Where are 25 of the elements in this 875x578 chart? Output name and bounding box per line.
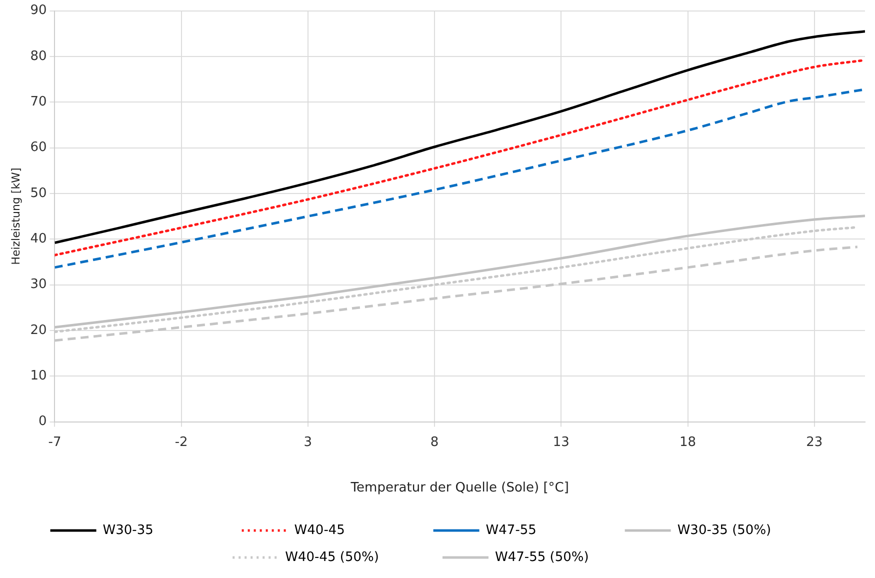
legend-label: W30-35 (50%) xyxy=(677,522,821,538)
y-tick-label: 30 xyxy=(30,277,47,292)
x-tick-label: 13 xyxy=(552,434,570,450)
y-tick-label: 90 xyxy=(30,3,47,18)
y-tick-label: 0 xyxy=(38,414,47,430)
y-tick-label: 20 xyxy=(30,322,47,338)
x-tick-label: -7 xyxy=(48,434,62,450)
y-tick-label: 10 xyxy=(30,368,47,384)
legend-label: W40-45 xyxy=(294,522,420,538)
x-tick-label: 23 xyxy=(806,434,823,450)
y-tick-label: 60 xyxy=(30,140,47,156)
legend-label: W47-55 (50%) xyxy=(495,550,638,565)
y-tick-label: 50 xyxy=(30,186,47,201)
legend-label: W30-35 xyxy=(102,522,228,538)
x-axis-title: Temperatur der Quelle (Sole) [°C] xyxy=(350,480,569,496)
y-axis-title: Heizleistung [kW] xyxy=(9,168,22,265)
x-tick-label: -2 xyxy=(174,434,188,450)
x-tick-label: 18 xyxy=(679,434,696,450)
legend-label: W47-55 xyxy=(486,522,611,538)
x-tick-label: 3 xyxy=(304,434,312,450)
y-tick-label: 70 xyxy=(30,94,47,110)
y-tick-label: 40 xyxy=(30,232,47,247)
legend-label: W40-45 (50%) xyxy=(285,550,429,565)
x-tick-label: 8 xyxy=(430,434,439,450)
y-tick-label: 80 xyxy=(30,48,47,64)
